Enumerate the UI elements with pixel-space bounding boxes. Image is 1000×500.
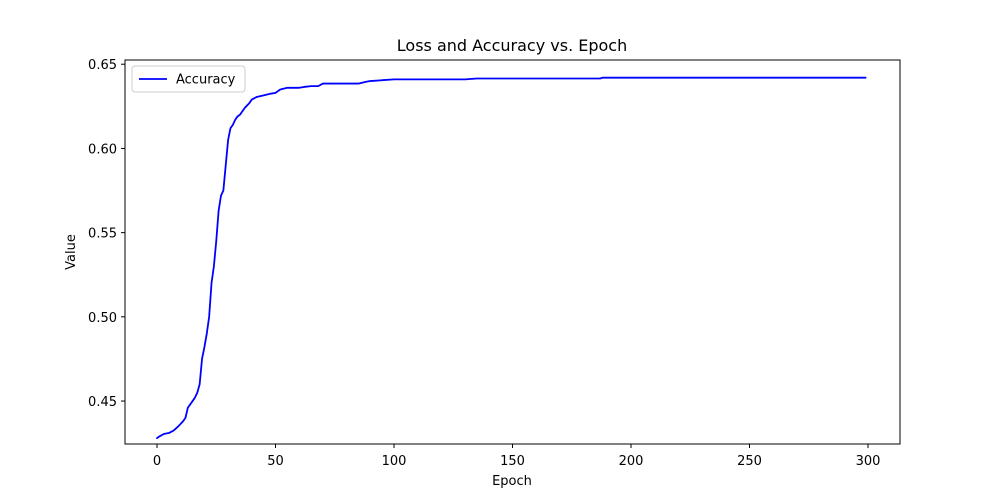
legend-box — [131, 65, 246, 93]
y-tick-label: 0.45 — [88, 395, 117, 410]
y-tick-label: 0.65 — [88, 58, 117, 73]
x-tick-label: 150 — [500, 454, 525, 469]
x-axis-ticks: 0 50 100 150 200 250 300 — [153, 444, 881, 469]
x-tick-label: 50 — [267, 454, 284, 469]
y-axis-label: Value — [64, 234, 79, 270]
y-axis-ticks: 0.45 0.50 0.55 0.60 0.65 — [88, 58, 125, 410]
legend: Accuracy — [131, 65, 246, 93]
x-tick-label: 250 — [737, 454, 762, 469]
legend-label-accuracy: Accuracy — [176, 73, 236, 88]
y-tick-label: 0.60 — [88, 142, 117, 157]
accuracy-series-line — [156, 76, 867, 440]
y-tick-label: 0.50 — [88, 311, 117, 326]
x-tick-label: 0 — [153, 454, 161, 469]
chart-title: Loss and Accuracy vs. Epoch — [397, 36, 627, 55]
y-tick-label: 0.55 — [88, 227, 117, 242]
x-tick-label: 300 — [856, 454, 881, 469]
plot-area-frame — [124, 59, 901, 445]
x-tick-label: 200 — [619, 454, 644, 469]
x-axis-label: Epoch — [492, 474, 532, 489]
x-tick-label: 100 — [382, 454, 407, 469]
